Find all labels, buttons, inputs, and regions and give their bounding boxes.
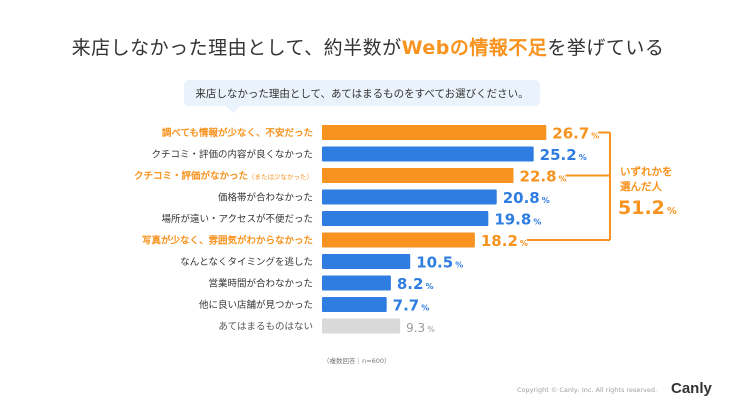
bar <box>322 125 547 140</box>
bar <box>322 211 489 226</box>
question-bubble-tail <box>226 106 240 113</box>
category-label: クチコミ・評価の内容が良くなかった <box>151 149 313 161</box>
page-title: 来店しなかった理由として、約半数がWebの情報不足を挙げている <box>0 33 736 60</box>
summary-label-line1: いずれかを <box>620 165 673 178</box>
value-label: 25.2% <box>540 146 587 164</box>
question-text: 来店しなかった理由として、あてはまるものをすべてお選びください。 <box>195 88 529 100</box>
category-label: なんとなくタイミングを逃した <box>180 256 313 268</box>
category-label: あてはまるものはない <box>218 322 313 333</box>
category-label: 営業時間が合わなかった <box>208 278 313 290</box>
value-label: 9.3% <box>406 321 435 335</box>
value-label: 19.8% <box>494 211 541 229</box>
summary-label-line2: 選んだ人 <box>620 180 662 193</box>
bar <box>322 254 411 269</box>
category-label: 調べても情報が少なく、不安だった <box>162 127 313 139</box>
value-label: 8.2% <box>397 275 434 293</box>
title-suffix: を挙げている <box>547 37 665 59</box>
value-label: 20.8% <box>503 189 550 207</box>
copyright-text: Copyright © Canly, Inc. All rights reser… <box>517 386 658 394</box>
question-bubble: 来店しなかった理由として、あてはまるものをすべてお選びください。 <box>184 80 540 113</box>
value-label: 22.8% <box>520 168 567 186</box>
category-label: 他に良い店舗が見つかった <box>199 299 313 311</box>
title-prefix: 来店しなかった理由として、約半数が <box>71 37 402 59</box>
bar <box>322 232 475 248</box>
title-highlight: Webの情報不足 <box>401 37 548 59</box>
category-label: 写真が少なく、雰囲気がわからなかった <box>142 235 313 247</box>
sample-note: （複数回答｜n=600） <box>323 357 391 365</box>
bar <box>322 189 497 205</box>
bar <box>322 275 391 291</box>
brand-logo: Canly <box>671 380 712 397</box>
bar <box>322 168 514 183</box>
value-label: 26.7% <box>552 125 599 143</box>
bar <box>322 146 534 162</box>
summary-value: 51.2% <box>618 197 677 219</box>
bar <box>322 318 401 334</box>
category-label: 場所が遠い・アクセスが不便だった <box>161 213 313 225</box>
category-label: クチコミ・評価がなかった（または少なかった） <box>134 170 313 182</box>
value-label: 10.5% <box>416 254 463 272</box>
value-label: 7.7% <box>393 297 430 315</box>
value-label: 18.2% <box>481 232 528 250</box>
category-label: 価格帯が合わなかった <box>218 192 313 204</box>
bar <box>322 297 387 312</box>
